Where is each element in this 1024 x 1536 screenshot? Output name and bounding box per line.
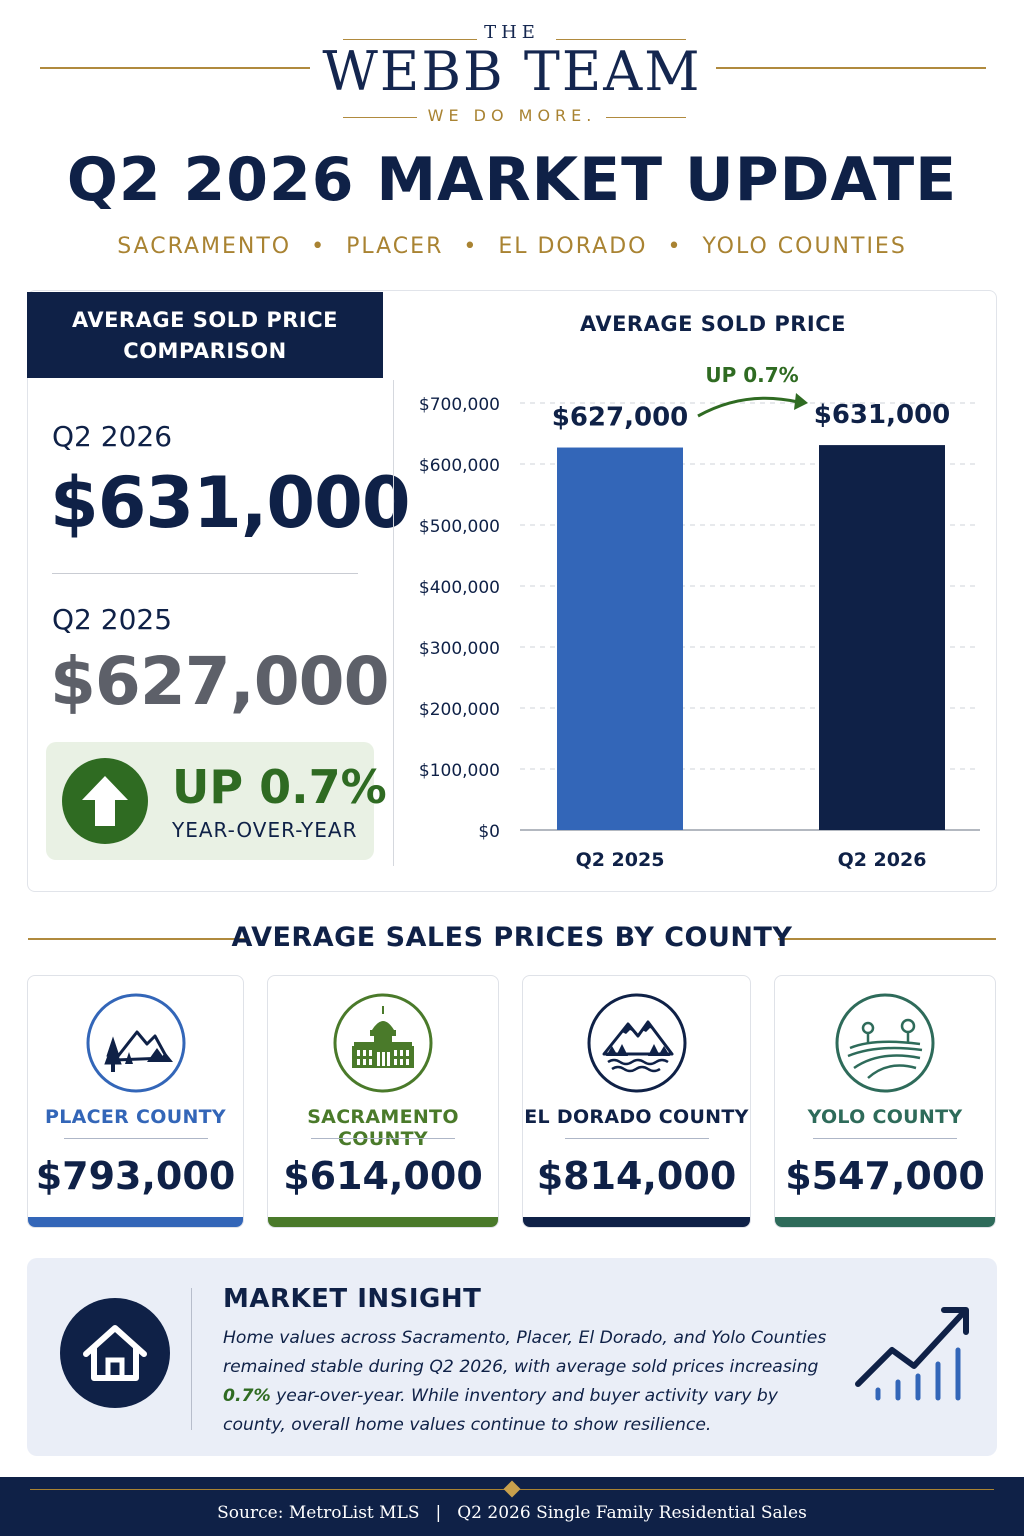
bullet-separator: • — [667, 234, 683, 259]
header-rule-right — [716, 67, 986, 69]
bullet-separator: • — [463, 234, 479, 259]
card-vertical-divider — [393, 380, 394, 866]
up-arrow-icon — [62, 758, 148, 844]
market-insight-panel — [27, 1258, 997, 1456]
county-name: PLACER COUNTY — [45, 1106, 226, 1128]
y-tick-label: $0 — [478, 822, 500, 842]
county-price: $614,000 — [283, 1154, 483, 1198]
county-name: EL DORADO COUNTY — [524, 1106, 749, 1128]
county-underline — [311, 1138, 455, 1139]
county-label: SACRAMENTO — [117, 234, 292, 259]
chart-title: AVERAGE SOLD PRICE — [580, 312, 846, 336]
counties-line: SACRAMENTO • PLACER • EL DORADO • YOLO COUNTIE… — [0, 234, 1024, 259]
county-card-sacramento: SACRAMENTO COUNTY $614,000 — [267, 975, 499, 1228]
header-rule-left — [40, 67, 310, 69]
insight-highlight: 0.7% — [223, 1386, 271, 1406]
house-icon — [60, 1298, 170, 1408]
change-annotation: UP 0.7% — [705, 363, 798, 387]
current-period-label: Q2 2026 — [52, 420, 173, 453]
insight-text-start: Home values across Sacramento, Placer, E… — [223, 1328, 827, 1377]
county-name: SACRAMENTO COUNTY — [307, 1106, 459, 1150]
comparison-divider — [52, 573, 358, 574]
insight-title: MARKET INSIGHT — [223, 1284, 482, 1314]
bar-q2-2026 — [819, 445, 945, 830]
x-tick-label: Q2 2025 — [576, 849, 665, 871]
insight-text: Home values across Sacramento, Placer, E… — [223, 1324, 841, 1440]
y-tick-label: $600,000 — [419, 456, 500, 476]
county-accent-bar — [523, 1217, 750, 1227]
county-price: $547,000 — [785, 1154, 985, 1198]
county-card-el-dorado: EL DORADO COUNTY $814,000 — [522, 975, 751, 1228]
data-label: $627,000 — [552, 403, 689, 433]
county-underline — [813, 1138, 957, 1139]
comparison-header-line2: COMPARISON — [123, 339, 287, 363]
county-price: $814,000 — [536, 1154, 737, 1198]
growth-chart-icon — [852, 1300, 976, 1408]
section-rule-left — [28, 938, 246, 940]
county-price: $793,000 — [35, 1154, 236, 1198]
mountain-lake-icon — [586, 992, 688, 1094]
brand-the: THE — [484, 22, 540, 43]
y-tick-label: $200,000 — [419, 700, 500, 720]
annotation-arrow-line — [697, 396, 799, 418]
brand-tagline: WE DO MORE. — [427, 106, 597, 125]
brand-rule-bottom-left — [343, 117, 417, 118]
page-title: Q2 2026 MARKET UPDATE — [66, 145, 958, 215]
brand-rule-top-right — [556, 39, 686, 40]
county-label: YOLO COUNTIES — [702, 234, 907, 259]
y-tick-label: $700,000 — [419, 395, 500, 415]
comparison-header-line1: AVERAGE SOLD PRICE — [72, 308, 338, 332]
prior-price: $627,000 — [50, 643, 390, 720]
mountain-trees-icon — [85, 992, 187, 1094]
section-title: AVERAGE SALES PRICES BY COUNTY — [231, 922, 793, 953]
bar-chart: $0 $100,000 $200,000 $300,000 $400,000 $500,0… — [419, 363, 980, 871]
change-period: YEAR-OVER-YEAR — [172, 818, 358, 842]
y-tick-label: $500,000 — [419, 517, 500, 537]
county-card-placer: PLACER COUNTY $793,000 — [27, 975, 244, 1228]
county-accent-bar — [268, 1217, 498, 1227]
current-price: $631,000 — [50, 462, 411, 544]
comparison-header: AVERAGE SOLD PRICE COMPARISON — [27, 292, 383, 378]
insight-divider — [191, 1288, 192, 1430]
footer-text: Source: MetroList MLS | Q2 2026 Single Fam… — [0, 1503, 1024, 1523]
change-percent: UP 0.7% — [172, 760, 387, 814]
county-name: YOLO COUNTY — [807, 1106, 963, 1128]
county-card-yolo: YOLO COUNTY $547,000 — [774, 975, 996, 1228]
brand-rule-top-left — [343, 39, 477, 40]
section-rule-right — [778, 938, 996, 940]
y-tick-label: $300,000 — [419, 639, 500, 659]
farm-field-icon — [834, 992, 936, 1094]
footer-note: Q2 2026 Single Family Residential Sales — [457, 1503, 807, 1523]
county-accent-bar — [775, 1217, 995, 1227]
county-label: EL DORADO — [498, 234, 648, 259]
brand-rule-bottom-right — [606, 117, 686, 118]
capitol-building-icon — [332, 992, 434, 1094]
county-label: PLACER — [346, 234, 444, 259]
data-label: $631,000 — [814, 400, 951, 430]
y-tick-label: $400,000 — [419, 578, 500, 598]
county-underline — [63, 1138, 208, 1139]
annotation-arrow-head — [794, 393, 808, 410]
brand-name: WEBB TEAM — [322, 40, 702, 103]
footer-source: Source: MetroList MLS — [217, 1503, 420, 1523]
insight-text-end: year-over-year. While inventory and buye… — [223, 1386, 778, 1435]
county-underline — [564, 1138, 709, 1139]
x-tick-label: Q2 2026 — [838, 849, 927, 871]
footer-separator: | — [435, 1503, 442, 1523]
prior-period-label: Q2 2025 — [52, 603, 173, 636]
bullet-separator: • — [311, 234, 327, 259]
bar-q2-2025 — [557, 447, 683, 830]
county-accent-bar — [28, 1217, 243, 1227]
y-tick-label: $100,000 — [419, 761, 500, 781]
